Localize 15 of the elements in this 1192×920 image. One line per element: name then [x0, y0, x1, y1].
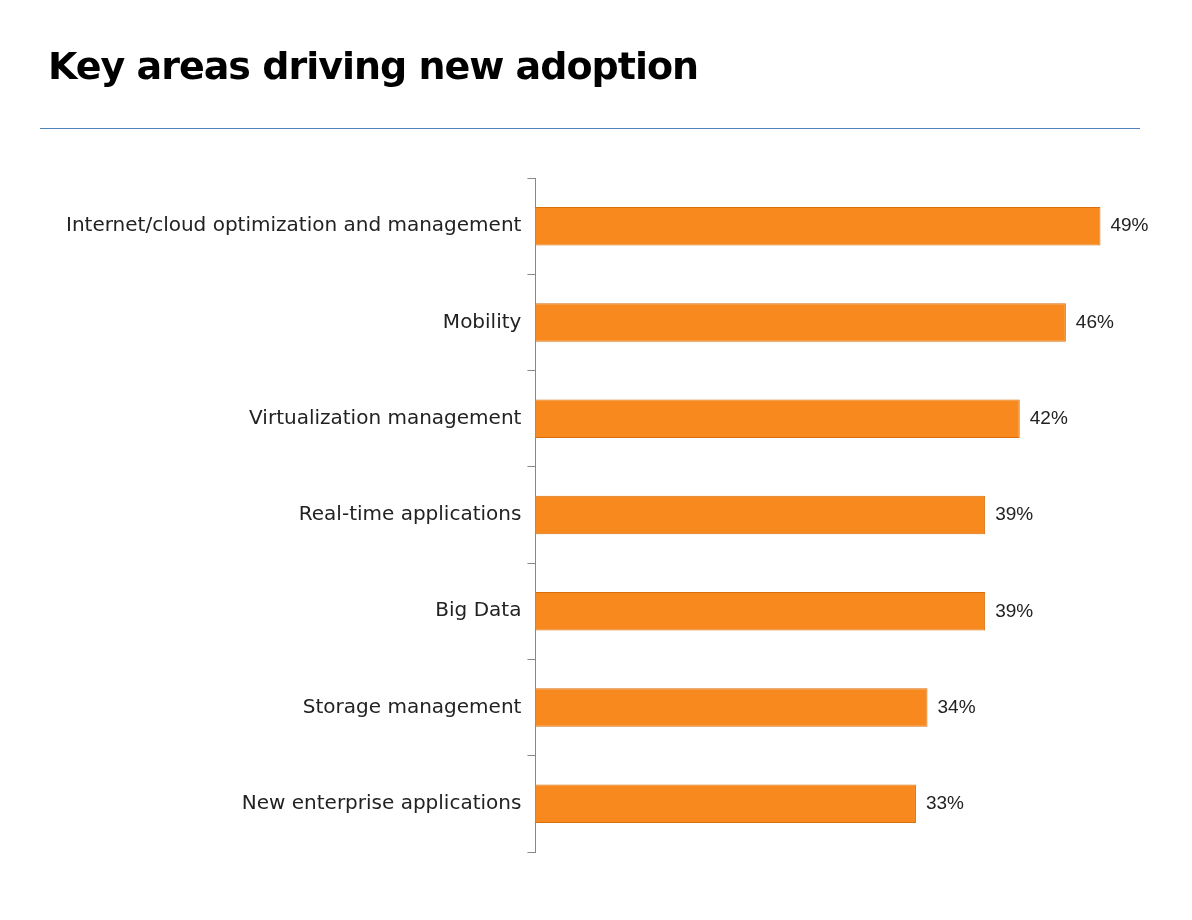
data-label: 34% — [937, 695, 976, 717]
data-label: 42% — [1029, 406, 1068, 428]
data-label: 33% — [925, 792, 965, 814]
y-tick-label: Real-time applications — [298, 501, 522, 526]
chart-title: Key areas driving new adoption — [48, 44, 699, 88]
y-tick-label: New enterprise applications — [241, 790, 522, 815]
y-tick-label: Storage management — [302, 693, 522, 718]
y-tick-label: Internet/cloud optimization and management — [66, 212, 522, 237]
data-label: 39% — [995, 503, 1034, 525]
y-tick-label: Big Data — [435, 597, 522, 622]
y-tick-label: Virtualization management — [249, 404, 522, 429]
data-label: 49% — [1110, 214, 1149, 236]
y-tick-label: Mobility — [442, 308, 522, 333]
data-label: 46% — [1075, 310, 1115, 332]
data-label: 39% — [995, 599, 1034, 621]
